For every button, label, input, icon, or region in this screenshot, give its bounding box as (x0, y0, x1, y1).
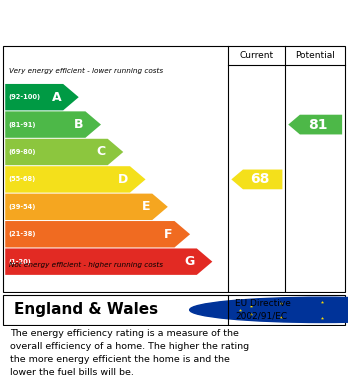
Text: England & Wales: England & Wales (14, 302, 158, 317)
Polygon shape (5, 194, 168, 220)
Text: E: E (142, 200, 150, 213)
Polygon shape (231, 170, 282, 189)
Polygon shape (5, 166, 145, 193)
Text: F: F (164, 228, 173, 241)
Text: (21-38): (21-38) (9, 231, 36, 237)
Text: (39-54): (39-54) (9, 204, 36, 210)
Text: (1-20): (1-20) (9, 259, 32, 265)
Text: 68: 68 (250, 172, 269, 187)
Text: Energy Efficiency Rating: Energy Efficiency Rating (10, 13, 239, 32)
Text: 81: 81 (308, 118, 328, 132)
Text: The energy efficiency rating is a measure of the
overall efficiency of a home. T: The energy efficiency rating is a measur… (10, 329, 250, 377)
Text: EU Directive
2002/91/EC: EU Directive 2002/91/EC (235, 300, 291, 320)
Polygon shape (5, 221, 190, 248)
Text: (55-68): (55-68) (9, 176, 36, 183)
Text: B: B (74, 118, 84, 131)
Polygon shape (288, 115, 342, 135)
Polygon shape (5, 248, 212, 275)
Text: Current: Current (239, 51, 274, 60)
Text: Not energy efficient - higher running costs: Not energy efficient - higher running co… (9, 262, 163, 268)
Circle shape (190, 297, 348, 323)
Text: (69-80): (69-80) (9, 149, 36, 155)
Polygon shape (5, 111, 101, 138)
Text: (81-91): (81-91) (9, 122, 36, 127)
Polygon shape (5, 139, 123, 165)
Text: Potential: Potential (295, 51, 334, 60)
Polygon shape (5, 84, 79, 110)
Text: D: D (118, 173, 128, 186)
Text: Very energy efficient - lower running costs: Very energy efficient - lower running co… (9, 68, 163, 74)
Text: G: G (185, 255, 195, 268)
Text: A: A (52, 91, 62, 104)
Text: C: C (97, 145, 106, 158)
Text: (92-100): (92-100) (9, 94, 41, 100)
